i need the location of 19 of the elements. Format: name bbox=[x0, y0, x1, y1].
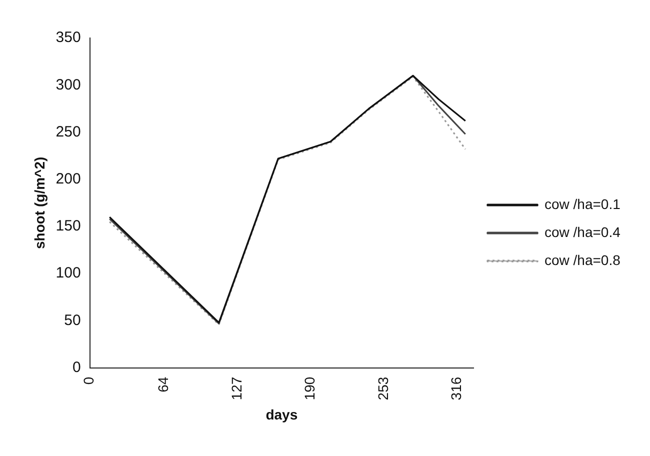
x-tick-label: 316 bbox=[448, 376, 464, 400]
x-axis-title: days bbox=[266, 406, 298, 422]
x-tick-label: 190 bbox=[302, 376, 318, 400]
legend-label: cow /ha=0.4 bbox=[544, 224, 621, 240]
y-tick-label: 0 bbox=[72, 358, 81, 376]
x-tick-label: 127 bbox=[228, 376, 244, 400]
y-axis-title: shoot (g/m^2) bbox=[31, 156, 48, 250]
y-tick-label: 50 bbox=[64, 312, 81, 329]
x-tick-label: 64 bbox=[155, 376, 172, 392]
x-tick-label: 0 bbox=[80, 376, 97, 385]
y-tick-label: 350 bbox=[56, 29, 81, 46]
y-tick-label: 200 bbox=[56, 170, 81, 188]
y-tick-label: 100 bbox=[56, 264, 81, 282]
y-tick-label: 150 bbox=[56, 218, 81, 235]
x-tick-label: 253 bbox=[374, 376, 391, 400]
legend-label: cow /ha=0.1 bbox=[544, 196, 621, 212]
y-tick-label: 300 bbox=[56, 76, 81, 94]
legend-label: cow /ha=0.8 bbox=[544, 252, 621, 268]
y-tick-label: 250 bbox=[56, 123, 81, 140]
